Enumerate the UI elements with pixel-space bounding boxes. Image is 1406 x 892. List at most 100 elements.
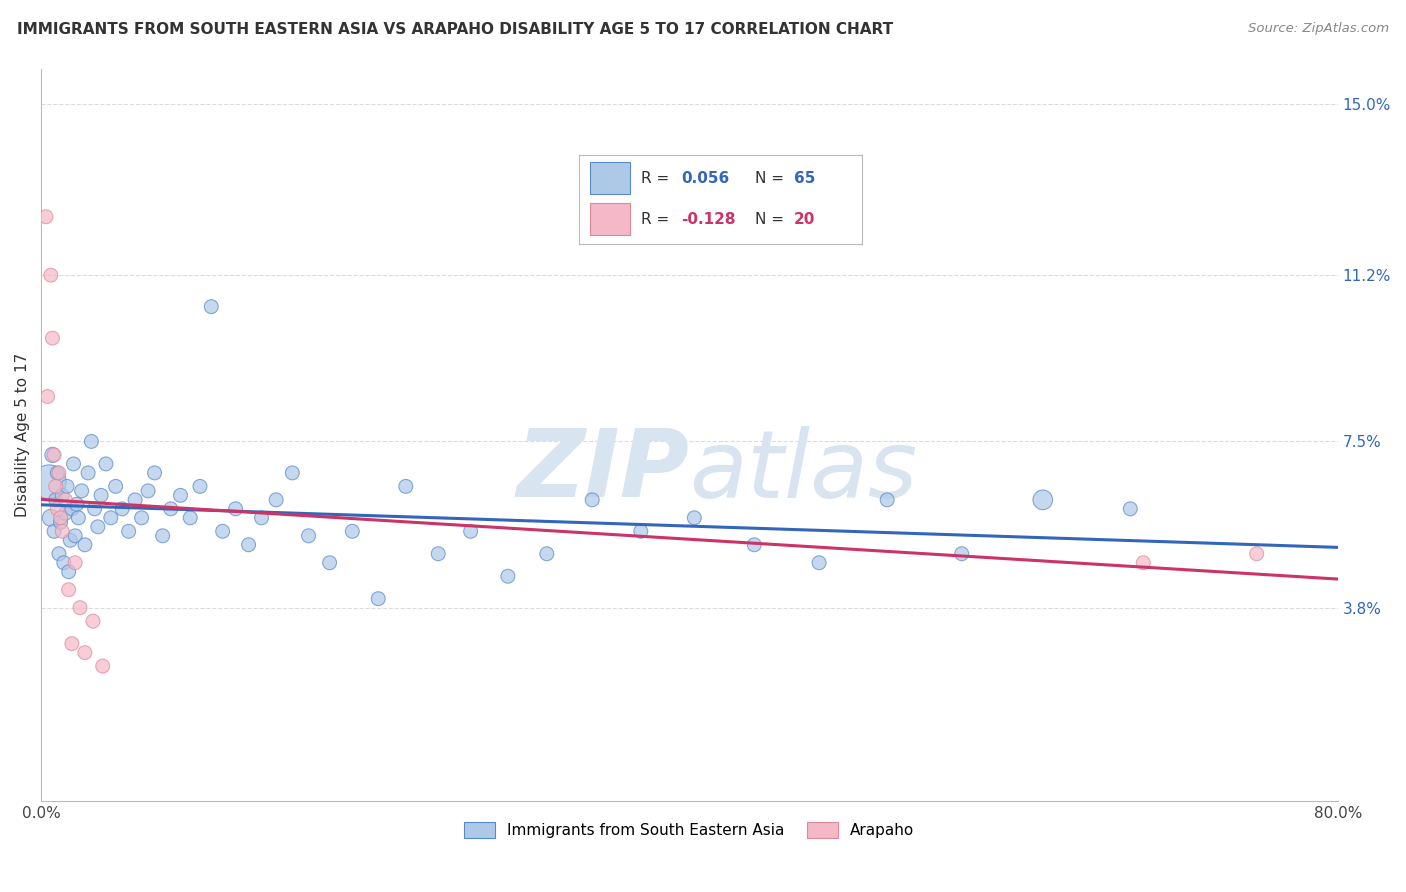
Text: 20: 20 <box>794 212 815 227</box>
Text: Source: ZipAtlas.com: Source: ZipAtlas.com <box>1249 22 1389 36</box>
Point <box>342 524 364 539</box>
Point <box>238 538 260 552</box>
Point <box>117 524 139 539</box>
Point <box>225 501 247 516</box>
Point <box>42 448 65 462</box>
Point <box>211 524 233 539</box>
Point <box>90 488 112 502</box>
Point <box>55 506 77 520</box>
Text: N =: N = <box>755 171 789 186</box>
Point <box>152 529 174 543</box>
Point <box>39 511 62 525</box>
Point <box>48 547 70 561</box>
Text: -0.128: -0.128 <box>681 212 735 227</box>
Point <box>104 479 127 493</box>
Point <box>124 492 146 507</box>
Point <box>143 466 166 480</box>
Text: 0.056: 0.056 <box>681 171 730 186</box>
Legend: Immigrants from South Eastern Asia, Arapaho: Immigrants from South Eastern Asia, Arap… <box>458 816 921 845</box>
Point <box>395 479 418 493</box>
Point <box>52 556 75 570</box>
Point <box>56 479 79 493</box>
Point <box>73 538 96 552</box>
Point <box>169 488 191 502</box>
Point <box>63 556 86 570</box>
Point <box>42 524 65 539</box>
Point <box>808 556 831 570</box>
Point <box>87 520 110 534</box>
Point <box>876 492 898 507</box>
Point <box>318 556 340 570</box>
Point <box>46 501 69 516</box>
Point <box>1132 556 1154 570</box>
Point <box>63 529 86 543</box>
Point <box>200 300 222 314</box>
Point <box>49 511 72 525</box>
FancyBboxPatch shape <box>591 203 630 235</box>
Text: R =: R = <box>641 212 675 227</box>
Point <box>536 547 558 561</box>
Point <box>60 501 83 516</box>
Point <box>630 524 652 539</box>
Text: ZIP: ZIP <box>516 425 689 517</box>
Point <box>70 483 93 498</box>
Point <box>58 565 80 579</box>
Point <box>45 479 67 493</box>
Point <box>91 659 114 673</box>
Point <box>1119 501 1142 516</box>
Point <box>188 479 211 493</box>
Point <box>94 457 117 471</box>
Text: 65: 65 <box>794 171 815 186</box>
Text: N =: N = <box>755 212 789 227</box>
Point <box>159 501 181 516</box>
Point <box>683 511 706 525</box>
Point <box>55 492 77 507</box>
Y-axis label: Disability Age 5 to 17: Disability Age 5 to 17 <box>15 352 30 516</box>
Point <box>46 466 69 480</box>
Point <box>41 448 63 462</box>
Point <box>80 434 103 449</box>
Point <box>66 497 89 511</box>
Point <box>111 501 134 516</box>
Point <box>427 547 450 561</box>
Point <box>51 524 73 539</box>
Point <box>264 492 287 507</box>
Point <box>281 466 304 480</box>
Point <box>48 466 70 480</box>
Point <box>136 483 159 498</box>
Text: IMMIGRANTS FROM SOUTH EASTERN ASIA VS ARAPAHO DISABILITY AGE 5 TO 17 CORRELATION: IMMIGRANTS FROM SOUTH EASTERN ASIA VS AR… <box>17 22 893 37</box>
Text: R =: R = <box>641 171 675 186</box>
Point <box>62 457 84 471</box>
Point <box>58 582 80 597</box>
Text: atlas: atlas <box>689 425 918 516</box>
Point <box>950 547 973 561</box>
Point <box>67 511 90 525</box>
Point <box>39 268 62 283</box>
Point <box>35 210 58 224</box>
Point <box>45 492 67 507</box>
Point <box>49 516 72 530</box>
Point <box>131 511 153 525</box>
Point <box>742 538 765 552</box>
Point <box>37 390 59 404</box>
Point <box>73 646 96 660</box>
Point <box>367 591 389 606</box>
Point <box>1246 547 1268 561</box>
Point <box>38 475 60 489</box>
Point <box>41 331 63 345</box>
Point <box>179 511 201 525</box>
Point <box>250 511 273 525</box>
Point <box>297 529 319 543</box>
Point <box>60 637 83 651</box>
Point <box>69 600 91 615</box>
Point <box>83 501 105 516</box>
Point <box>51 488 73 502</box>
Point <box>77 466 100 480</box>
Point <box>82 614 104 628</box>
Point <box>581 492 603 507</box>
Point <box>100 511 122 525</box>
Point <box>496 569 519 583</box>
FancyBboxPatch shape <box>591 162 630 194</box>
Point <box>460 524 482 539</box>
Point <box>1032 492 1054 507</box>
